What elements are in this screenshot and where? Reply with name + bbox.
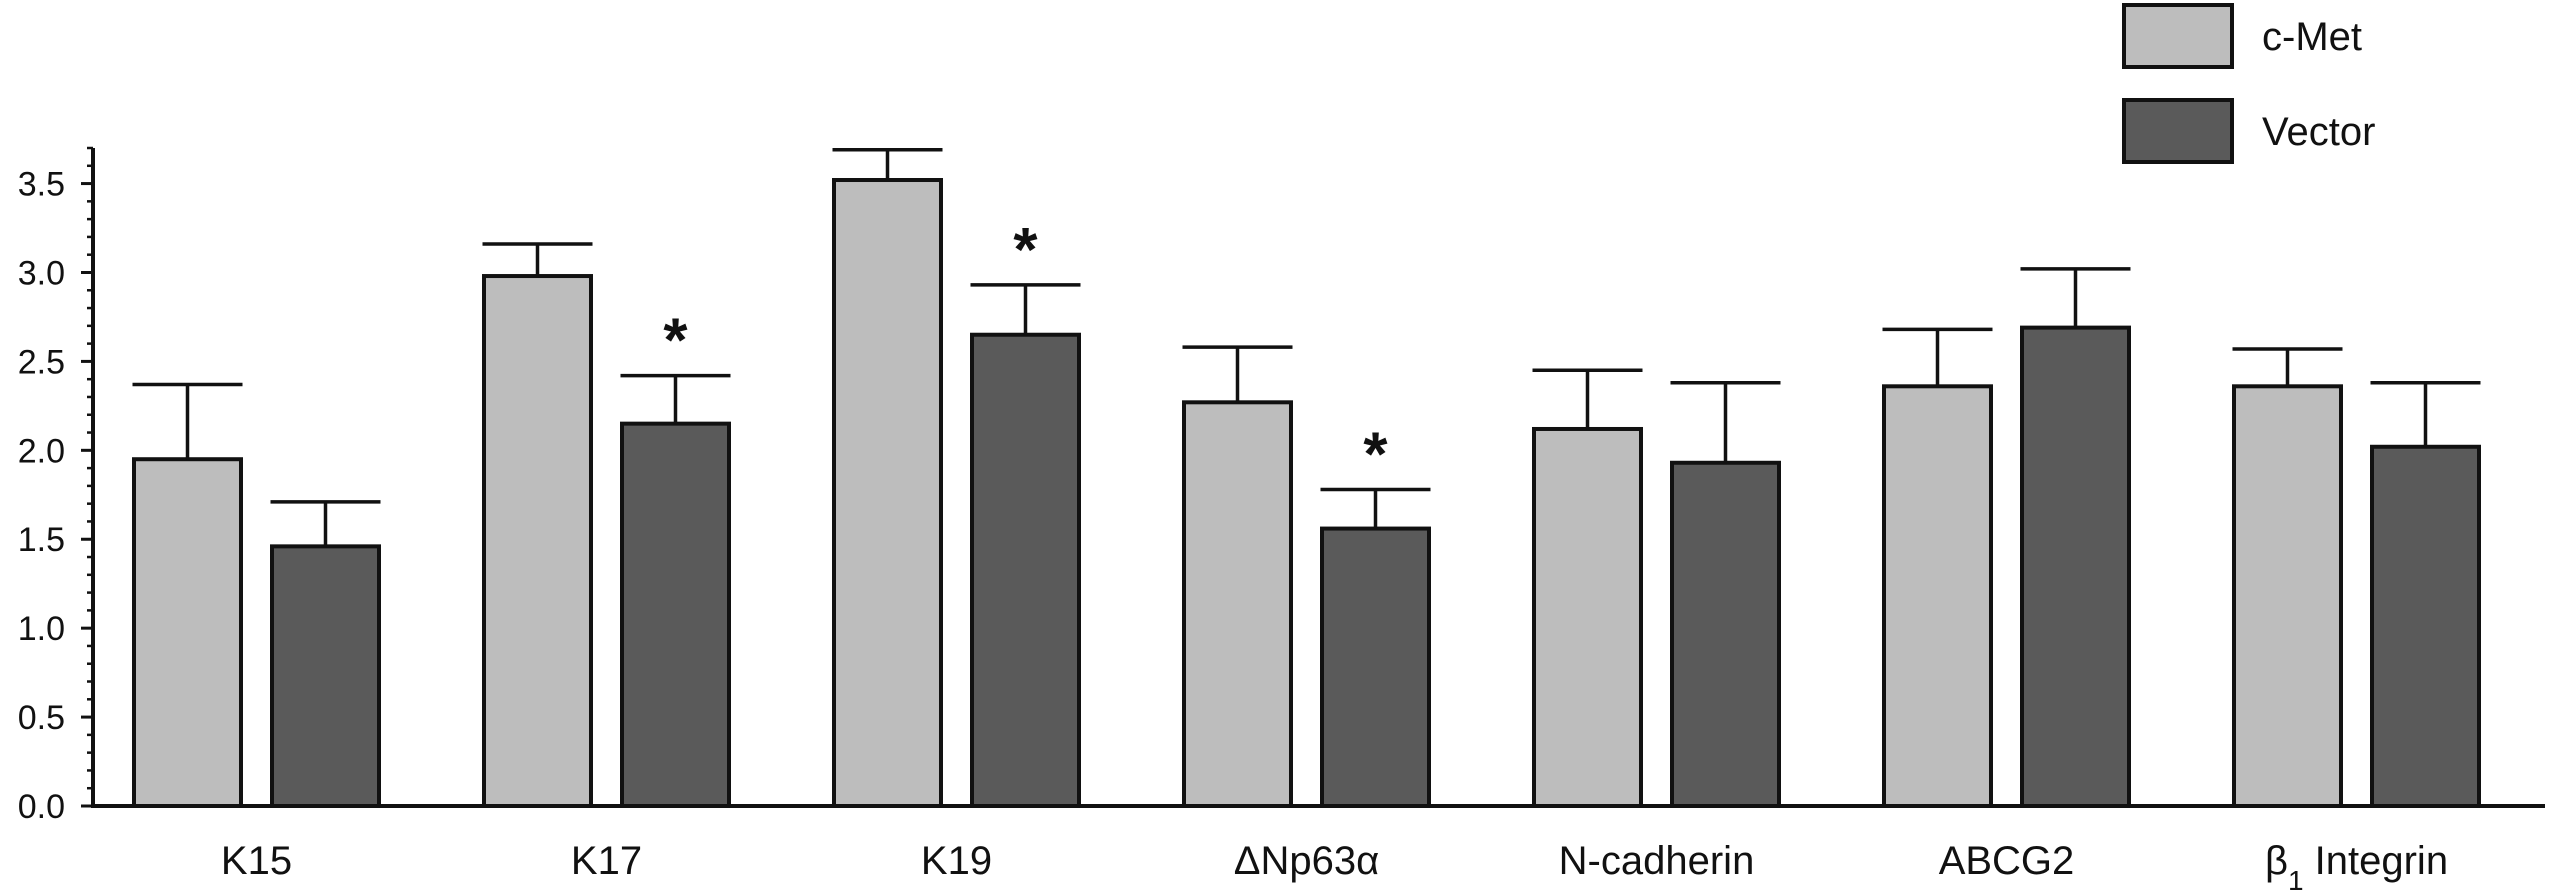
bar-c-met — [2232, 384, 2343, 808]
significance-marks: * * * — [663, 216, 1388, 490]
legend-label: Vector — [2262, 110, 2375, 154]
x-category-label: β1 Integrin — [2265, 839, 2448, 891]
bar-vector — [970, 332, 1081, 808]
bar-c-met — [832, 178, 943, 808]
error-bars — [132, 148, 2481, 547]
legend-swatch-c-met — [2122, 3, 2234, 69]
y-tick-label: 1.0 — [18, 610, 65, 648]
x-category-label: N-cadherin — [1559, 839, 1755, 883]
legend: c-Met Vector — [2122, 3, 2375, 164]
x-axis: K15 K17 K19 ΔNp63α N-cadherin ABCG2 β1 Integri… — [91, 804, 2545, 891]
significance-asterisk: * — [663, 307, 688, 376]
bar-c-met — [1882, 384, 1993, 808]
bar-vector — [1320, 526, 1431, 809]
label-subscript: 1 — [2288, 865, 2304, 891]
significance-asterisk: * — [1013, 216, 1038, 285]
y-tick-label: 0.5 — [18, 699, 65, 737]
bar-vector — [620, 421, 731, 808]
bar-vector — [2020, 325, 2131, 808]
bar-vector — [270, 544, 381, 808]
bar-c-met — [132, 457, 243, 808]
y-tick-label: 2.5 — [18, 343, 65, 381]
legend-swatch-vector — [2122, 98, 2234, 164]
significance-asterisk: * — [1363, 420, 1388, 489]
legend-label: c-Met — [2262, 15, 2362, 59]
y-tick-label: 3.0 — [18, 254, 65, 292]
x-category-label: ΔNp63α — [1234, 839, 1379, 883]
bar-vector — [1670, 460, 1781, 808]
y-tick-label: 3.5 — [18, 166, 65, 204]
x-category-label: K19 — [921, 839, 992, 883]
bars — [132, 178, 2481, 809]
label-part: β — [2265, 839, 2288, 883]
x-category-label: K17 — [571, 839, 642, 883]
bar-c-met — [1182, 400, 1293, 808]
y-tick-label: 0.0 — [18, 788, 65, 826]
x-category-label: K15 — [221, 839, 292, 883]
bar-c-met — [482, 274, 593, 809]
y-tick-label: 1.5 — [18, 521, 65, 559]
y-axis: 0.0 0.5 1.0 1.5 2.0 2.5 3.0 3.5 — [18, 146, 95, 826]
y-tick-label: 2.0 — [18, 432, 65, 470]
bar-c-met — [1532, 426, 1643, 808]
x-category-label: ABCG2 — [1939, 839, 2075, 883]
label-part: Integrin — [2304, 839, 2449, 883]
bar-vector — [2370, 444, 2481, 808]
